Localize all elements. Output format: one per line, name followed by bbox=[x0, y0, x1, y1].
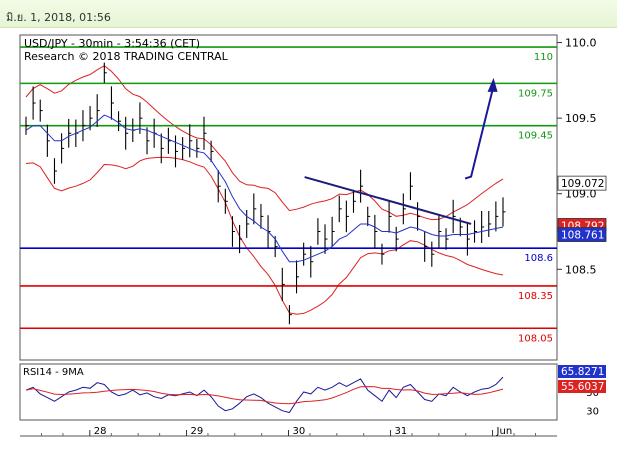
y-tick-label: 109.0 bbox=[565, 188, 597, 201]
x-tick-label: 30 bbox=[293, 426, 306, 437]
forecast-arrow-head bbox=[487, 77, 498, 92]
lower-band-line bbox=[25, 156, 504, 315]
rsi-line bbox=[25, 376, 504, 414]
level-label: 108.35 bbox=[518, 291, 553, 302]
rsi-y-tick-label: 30 bbox=[586, 407, 599, 418]
rsi-ma-label: 55.6037 bbox=[561, 381, 604, 393]
price-tag-box bbox=[557, 227, 607, 242]
level-label: 108.05 bbox=[518, 333, 553, 344]
forecast-arrow-line bbox=[464, 89, 494, 180]
timestamp: มิ.ย. 1, 2018, 01:56 bbox=[6, 11, 111, 24]
y-tick-label: 110.0 bbox=[565, 37, 597, 50]
rsi-value-label: 65.8271 bbox=[561, 366, 604, 378]
level-label: 109.75 bbox=[518, 88, 553, 99]
price-tag-label: 109.072 bbox=[561, 178, 604, 190]
level-label: 110 bbox=[534, 52, 553, 63]
x-tick-label: 29 bbox=[190, 426, 203, 437]
rsi-label: RSI14 - 9MA bbox=[23, 367, 84, 378]
x-tick-label: 28 bbox=[94, 426, 107, 437]
level-label: 109.45 bbox=[518, 131, 553, 142]
price-panel-frame bbox=[19, 34, 558, 361]
rsi-ma-line bbox=[25, 386, 504, 405]
rsi-y-tick-label: 50 bbox=[586, 388, 599, 399]
y-tick-label: 109.5 bbox=[565, 112, 597, 125]
x-tick-label: 31 bbox=[395, 426, 408, 437]
rsi-ma-box bbox=[558, 380, 606, 393]
upper-band-line bbox=[25, 65, 504, 221]
trendline bbox=[304, 176, 472, 225]
moving-average-line bbox=[25, 114, 504, 263]
chart-title: USD/JPY - 30min - 3:54:36 (CET) bbox=[24, 37, 200, 50]
rsi-panel-frame bbox=[19, 363, 558, 421]
y-tick-label: 108.5 bbox=[565, 263, 597, 276]
header-bar: มิ.ย. 1, 2018, 01:56 bbox=[0, 0, 617, 28]
price-tag-label: 108.761 bbox=[561, 230, 604, 242]
x-tick-label: Jun bbox=[496, 426, 513, 437]
level-label: 108.6 bbox=[524, 253, 553, 264]
price-tag-box bbox=[557, 175, 607, 191]
chart-subtitle: Research © 2018 TRADING CENTRAL bbox=[24, 50, 229, 63]
rsi-value-box bbox=[558, 365, 606, 378]
